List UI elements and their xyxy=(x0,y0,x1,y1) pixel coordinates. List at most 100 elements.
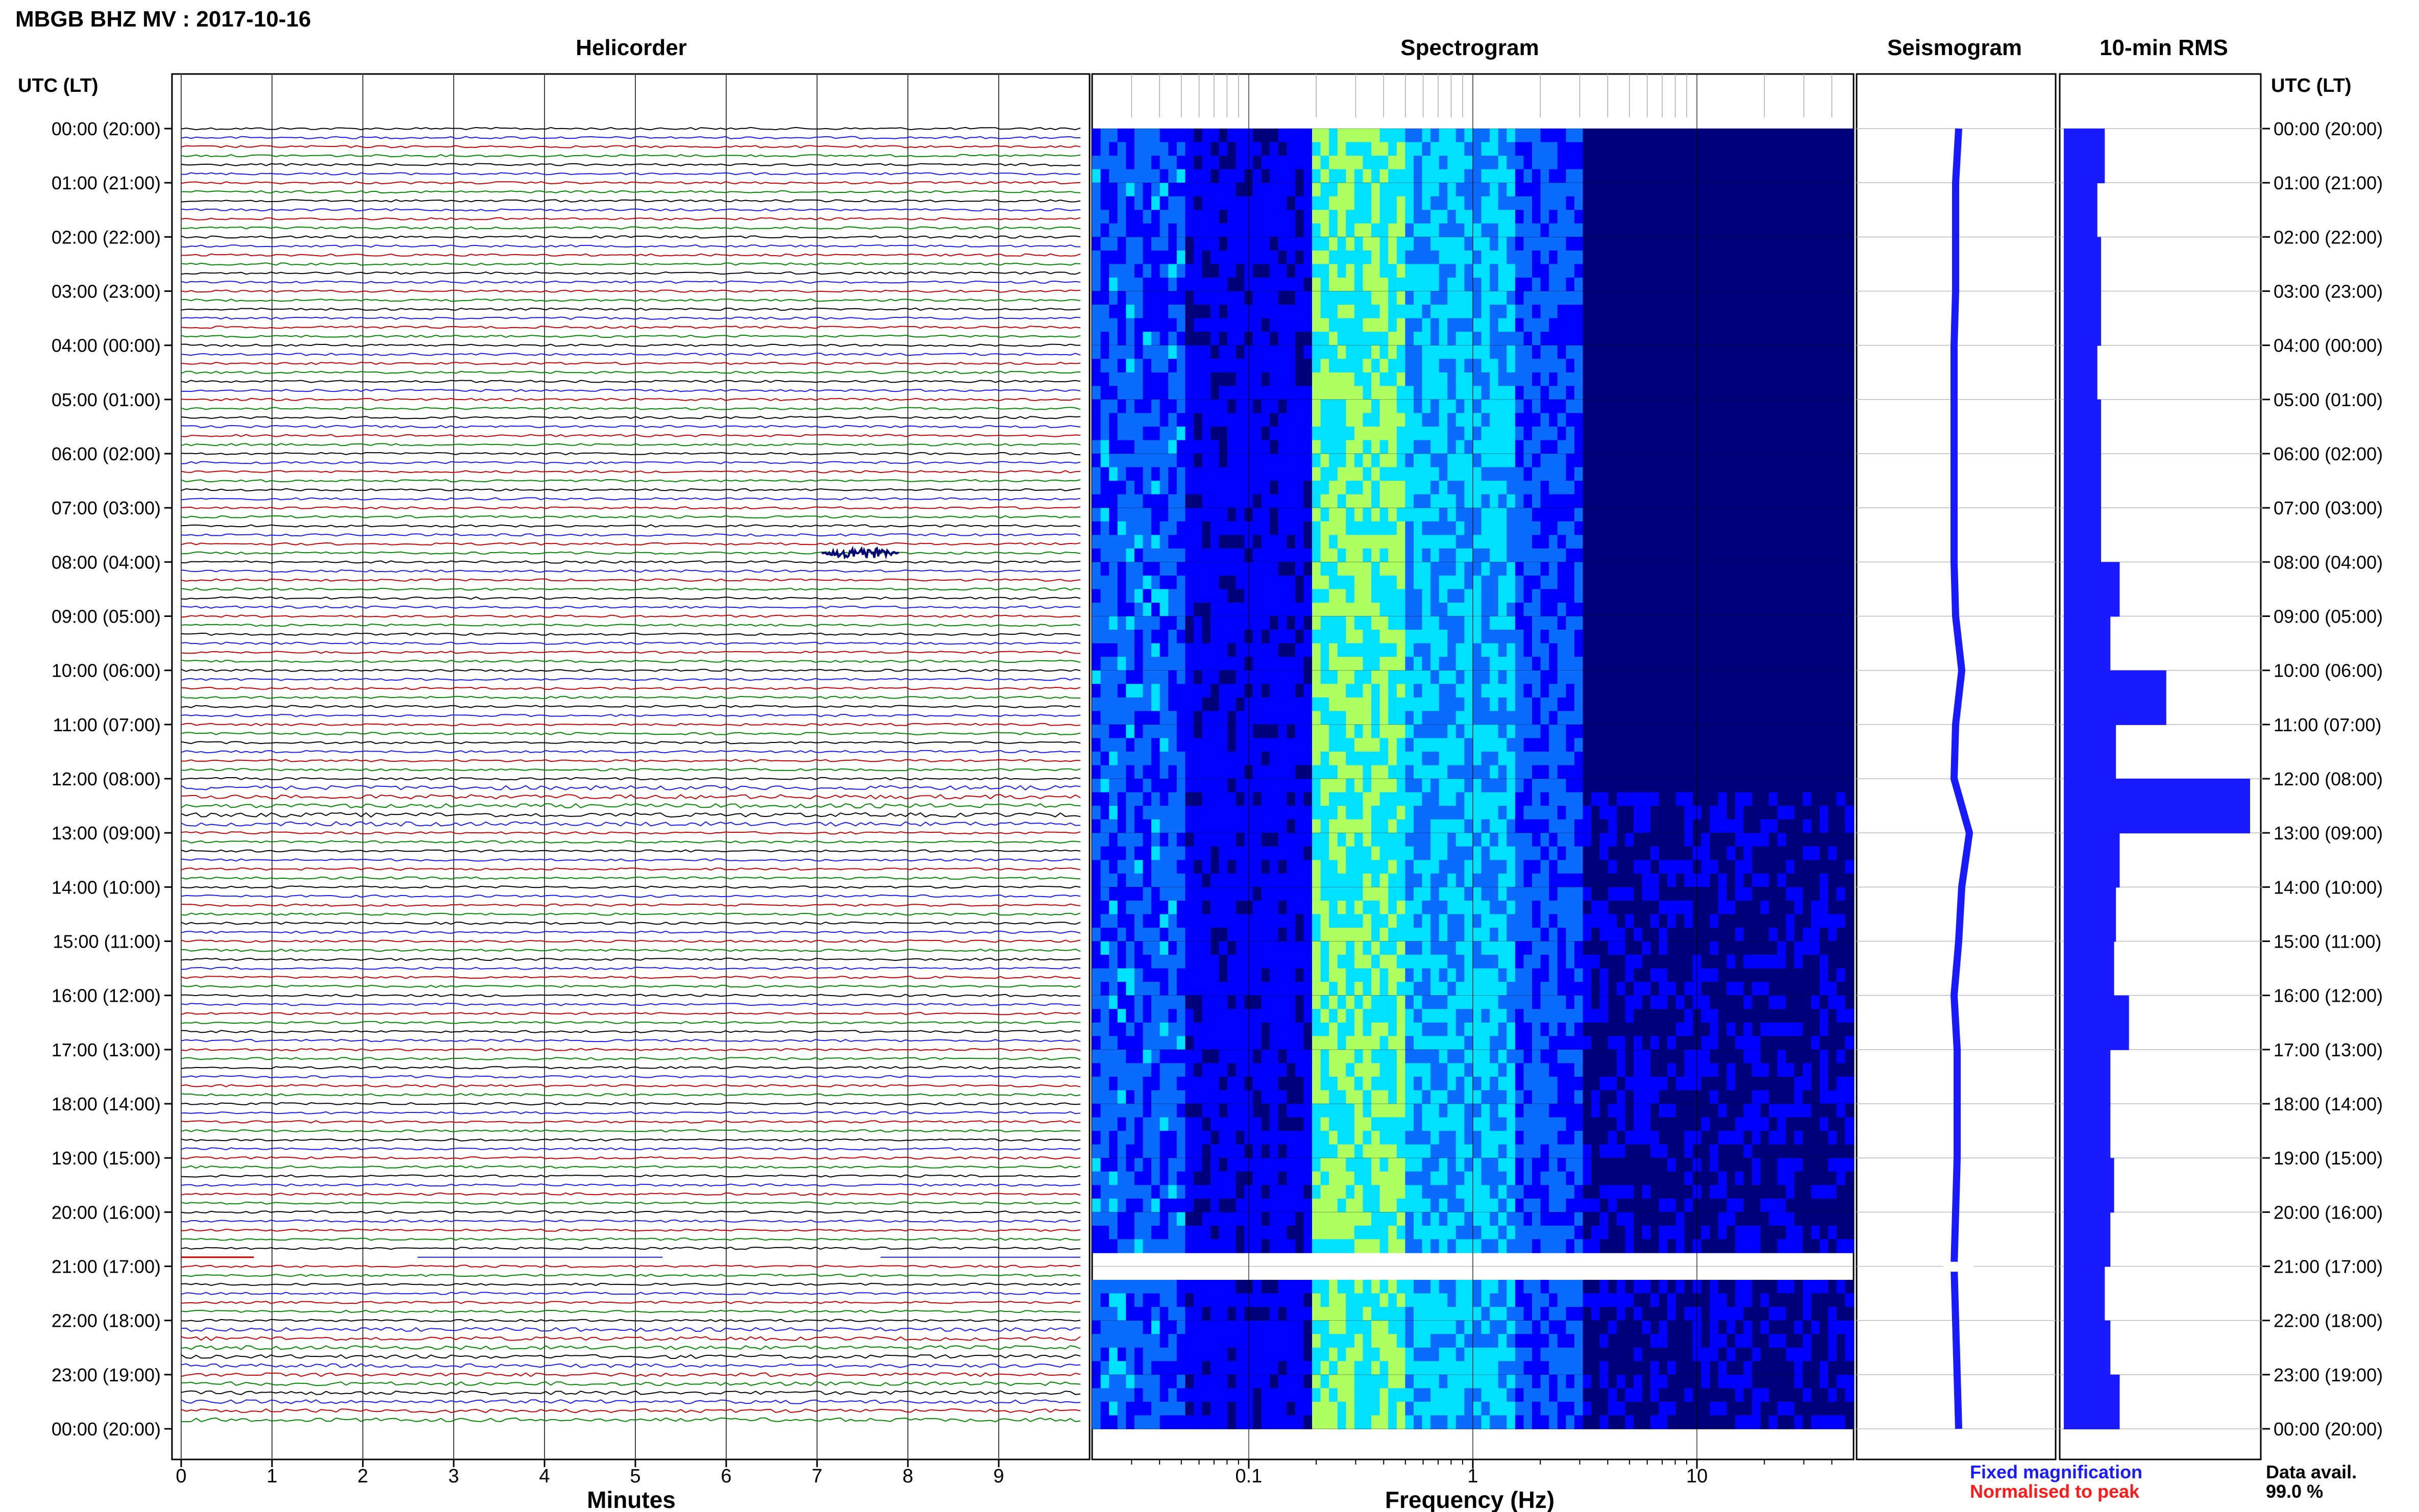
spectrogram-cell xyxy=(1769,142,1778,156)
spectrogram-cell xyxy=(1819,454,1829,468)
spectrogram-cell xyxy=(1371,724,1380,739)
spectrogram-cell xyxy=(1532,345,1541,359)
spectrogram-cell xyxy=(1481,359,1490,373)
spectrogram-cell xyxy=(1752,548,1761,563)
spectrogram-cell xyxy=(1599,264,1609,278)
spectrogram-cell xyxy=(1659,223,1668,238)
helicorder-trace xyxy=(181,1345,1081,1350)
spectrogram-cell xyxy=(1642,264,1651,278)
spectrogram-cell xyxy=(1701,318,1710,332)
spectrogram-cell xyxy=(1490,589,1499,603)
spectrogram-cell xyxy=(1769,779,1778,793)
spectrogram-cell xyxy=(1616,575,1626,590)
spectrogram-cell xyxy=(1523,454,1533,468)
spectrogram-cell xyxy=(1278,454,1288,468)
spectrogram-cell xyxy=(1845,562,1854,576)
spectrogram-cell xyxy=(1439,318,1448,332)
spectrogram-cell xyxy=(1743,806,1752,820)
spectrogram-cell xyxy=(1752,142,1761,156)
spectrogram-cell xyxy=(1507,670,1516,684)
spectrogram-cell xyxy=(1777,440,1787,454)
spectrogram-cell xyxy=(1591,372,1600,387)
spectrogram-cell xyxy=(1464,819,1473,833)
spectrogram-cell xyxy=(1202,562,1211,576)
spectrogram-cell xyxy=(1743,521,1752,535)
spectrogram-cell xyxy=(1523,494,1533,508)
spectrogram-cell xyxy=(1828,372,1837,387)
spectrogram-cell xyxy=(1777,210,1787,224)
spectrogram-cell xyxy=(1126,765,1135,779)
spectrogram-cell xyxy=(1650,833,1660,847)
spectrogram-cell xyxy=(1100,657,1109,671)
spectrogram-cell xyxy=(1828,440,1837,454)
spectrogram-cell xyxy=(1236,697,1245,712)
spectrogram-cell xyxy=(1557,386,1567,400)
spectrogram-cell xyxy=(1498,765,1508,779)
spectrogram-cell xyxy=(1211,711,1220,725)
spectrogram-cell xyxy=(1193,589,1203,603)
spectrogram-cell xyxy=(1236,643,1245,657)
spectrogram-cell xyxy=(1566,305,1575,319)
spectrogram-cell xyxy=(1557,169,1567,183)
spectrogram-cell xyxy=(1498,494,1508,508)
spectrogram-cell xyxy=(1439,603,1448,617)
spectrogram-cell xyxy=(1498,345,1508,359)
spectrogram-cell xyxy=(1718,521,1727,535)
spectrogram-cell xyxy=(1828,751,1837,766)
spectrogram-cell xyxy=(1219,359,1228,373)
spectrogram-cell xyxy=(1422,223,1431,238)
spectrogram-cell xyxy=(1583,833,1592,847)
spectrogram-cell xyxy=(1211,156,1220,170)
spectrogram-cell xyxy=(1667,765,1676,779)
spectrogram-cell xyxy=(1278,372,1288,387)
spectrogram-cell xyxy=(1303,196,1313,210)
spectrogram-cell xyxy=(1726,156,1736,170)
spectrogram-cell xyxy=(1819,494,1829,508)
spectrogram-cell xyxy=(1760,386,1769,400)
spectrogram-cell xyxy=(1143,751,1152,766)
spectrogram-cell xyxy=(1126,223,1135,238)
spectrogram-cell xyxy=(1185,508,1194,522)
spectrogram-cell xyxy=(1828,129,1837,143)
spectrogram-cell xyxy=(1819,467,1829,481)
spectrogram-cell xyxy=(1346,413,1355,427)
spectrogram-cell xyxy=(1515,264,1524,278)
spectrogram-cell xyxy=(1473,751,1482,766)
helicorder-trace xyxy=(181,533,1081,537)
spectrogram-cell xyxy=(1379,562,1389,576)
spectrogram-cell xyxy=(1718,440,1727,454)
spectrogram-cell xyxy=(1794,210,1804,224)
spectrogram-cell xyxy=(1312,697,1321,712)
spectrogram-cell xyxy=(1346,196,1355,210)
spectrogram-cell xyxy=(1303,508,1313,522)
spectrogram-cell xyxy=(1134,535,1144,549)
spectrogram-cell xyxy=(1202,738,1211,752)
spectrogram-cell xyxy=(1574,332,1584,346)
spectrogram-cell xyxy=(1363,535,1372,549)
spectrogram-cell xyxy=(1811,169,1820,183)
spectrogram-cell xyxy=(1346,264,1355,278)
spectrogram-cell xyxy=(1405,548,1414,563)
spectrogram-cell xyxy=(1786,697,1795,712)
spectrogram-cell xyxy=(1159,765,1169,779)
spectrogram-cell xyxy=(1253,183,1262,197)
spectrogram-cell xyxy=(1109,819,1118,833)
spectrogram-cell xyxy=(1794,697,1804,712)
helicorder-trace xyxy=(181,1265,1081,1268)
spectrogram-cell xyxy=(1211,548,1220,563)
spectrogram-cell xyxy=(1320,697,1329,712)
spectrogram-cell xyxy=(1777,426,1787,441)
spectrogram-cell xyxy=(1100,332,1109,346)
spectrogram-cell xyxy=(1701,548,1710,563)
spectrogram-cell xyxy=(1515,751,1524,766)
spectrogram-cell xyxy=(1193,643,1203,657)
spectrogram-cell xyxy=(1803,765,1812,779)
spectrogram-cell xyxy=(1684,508,1693,522)
spectrogram-cell xyxy=(1261,724,1270,739)
spectrogram-cell xyxy=(1786,521,1795,535)
spectrogram-cell xyxy=(1684,575,1693,590)
spectrogram-cell xyxy=(1608,183,1617,197)
spectrogram-cell xyxy=(1320,223,1329,238)
spectrogram-cell xyxy=(1100,291,1109,305)
spectrogram-cell xyxy=(1261,697,1270,712)
